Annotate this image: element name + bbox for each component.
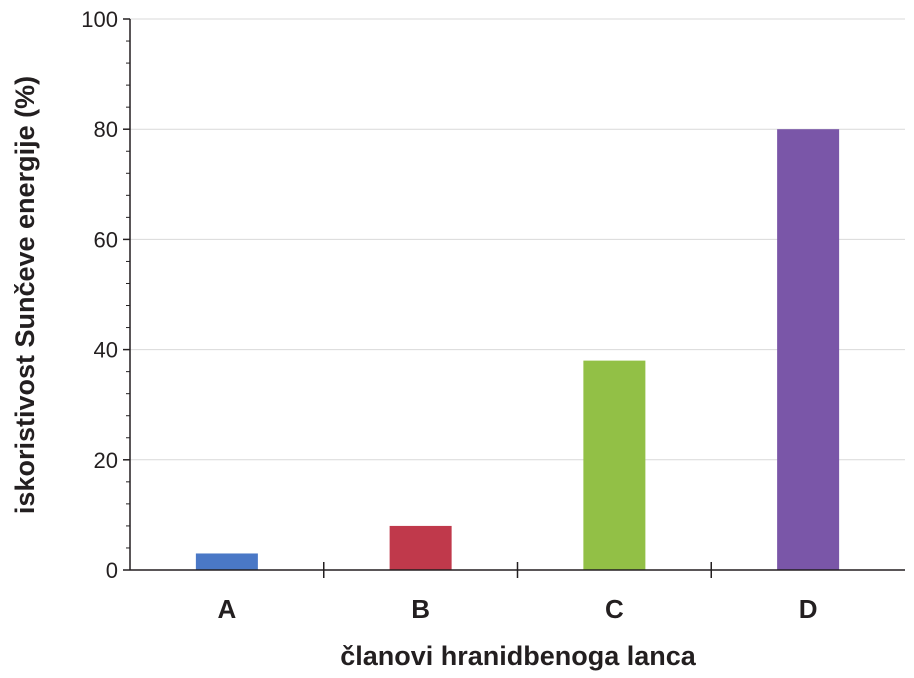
x-tick-label: A [217, 594, 236, 624]
bars [195, 129, 840, 570]
gridlines [130, 18, 905, 461]
y-tick-label: 40 [94, 338, 118, 363]
y-axis-title: iskoristivost Sunčeve energije (%) [10, 76, 40, 514]
y-tick-label: 100 [81, 7, 118, 32]
x-axis-title: članovi hranidbenoga lanca [340, 641, 697, 671]
bar-d [777, 129, 840, 570]
bar-a [195, 553, 258, 570]
bar-b [389, 525, 452, 570]
x-tick-label: B [411, 594, 430, 624]
bar-c [583, 360, 646, 570]
y-tick-label: 20 [94, 448, 118, 473]
x-tick-label: C [605, 594, 624, 624]
x-tick-label: D [799, 594, 818, 624]
y-tick-label: 80 [94, 117, 118, 142]
y-tick-label: 60 [94, 227, 118, 252]
y-tick-label: 0 [106, 558, 118, 583]
axes: 0 20 40 60 80 100 A B C D [81, 7, 905, 624]
